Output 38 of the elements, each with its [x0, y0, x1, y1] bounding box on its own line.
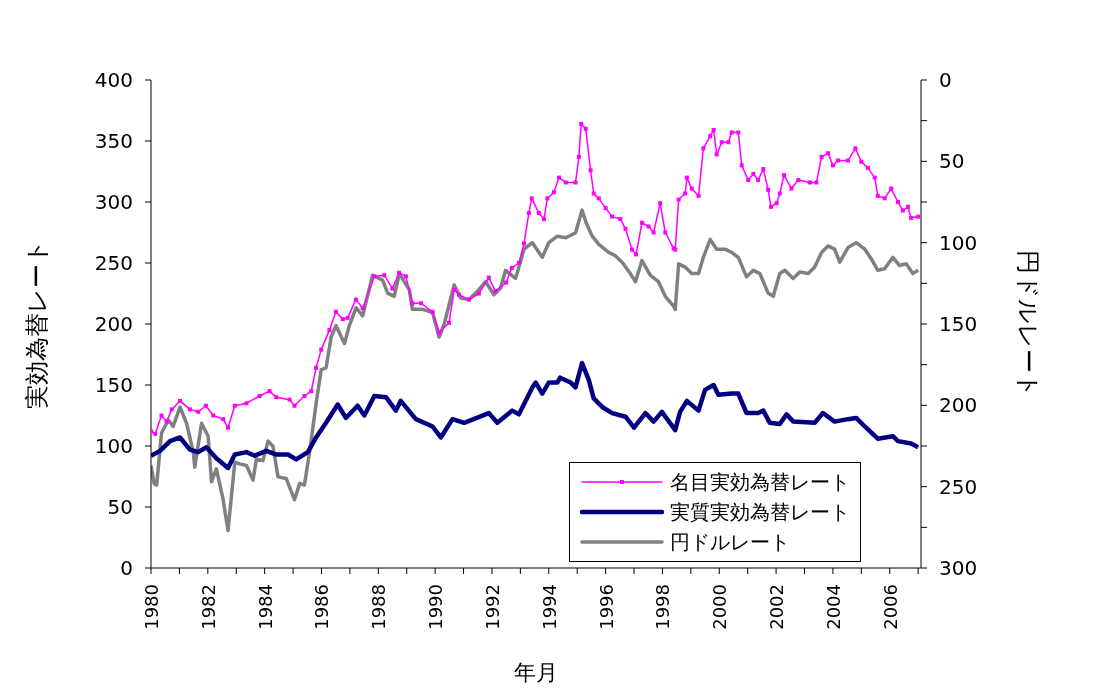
y2-axis-title: 円ドルレート	[1014, 250, 1043, 398]
y-tick-label: 350	[94, 129, 133, 153]
y2-tick-label: 250	[939, 474, 978, 499]
y-tick-label: 50	[107, 495, 133, 519]
x-tick-label: 2002	[766, 584, 788, 630]
x-tick-label: 2004	[822, 584, 844, 630]
y-tick-label: 0	[120, 556, 133, 580]
x-tick-label: 1992	[481, 584, 503, 630]
x-tick-label: 1982	[197, 584, 219, 630]
y-tick-label: 400	[94, 68, 133, 92]
x-tick-label: 1980	[141, 584, 162, 630]
line-series	[151, 360, 921, 471]
x-tick-label: 1986	[311, 584, 333, 630]
x-axis-title: 年月	[514, 660, 558, 685]
y2-tick-label: 200	[939, 393, 978, 418]
y-axis-title: 実効為替レート	[22, 239, 51, 409]
y-tick-label: 100	[94, 434, 133, 458]
x-tick-label: 1988	[368, 584, 390, 630]
legend-label: 名目実効為替レート	[670, 468, 850, 496]
y-tick-label: 150	[94, 373, 133, 397]
x-tick-label: 1984	[254, 584, 276, 630]
y-tick-label: 200	[94, 312, 133, 336]
line-series	[151, 208, 920, 533]
x-tick-label: 2006	[879, 584, 901, 630]
legend-label: 実質実効為替レート	[670, 498, 850, 526]
y2-tick-label: 150	[939, 312, 978, 336]
y2-tick-label: 300	[939, 556, 978, 580]
x-tick-label: 2000	[709, 584, 731, 630]
x-tick-label: 1990	[425, 584, 447, 630]
y-tick-label: 300	[94, 190, 133, 214]
x-tick-label: 1996	[595, 584, 617, 630]
x-tick-label: 1994	[538, 584, 560, 630]
legend-label: 円ドルレート	[670, 528, 790, 556]
y2-tick-label: 0	[939, 68, 952, 92]
y2-tick-label: 50	[939, 149, 965, 174]
x-tick-label: 1998	[652, 584, 674, 630]
y-tick-label: 250	[94, 251, 133, 275]
y2-tick-label: 100	[939, 230, 978, 255]
